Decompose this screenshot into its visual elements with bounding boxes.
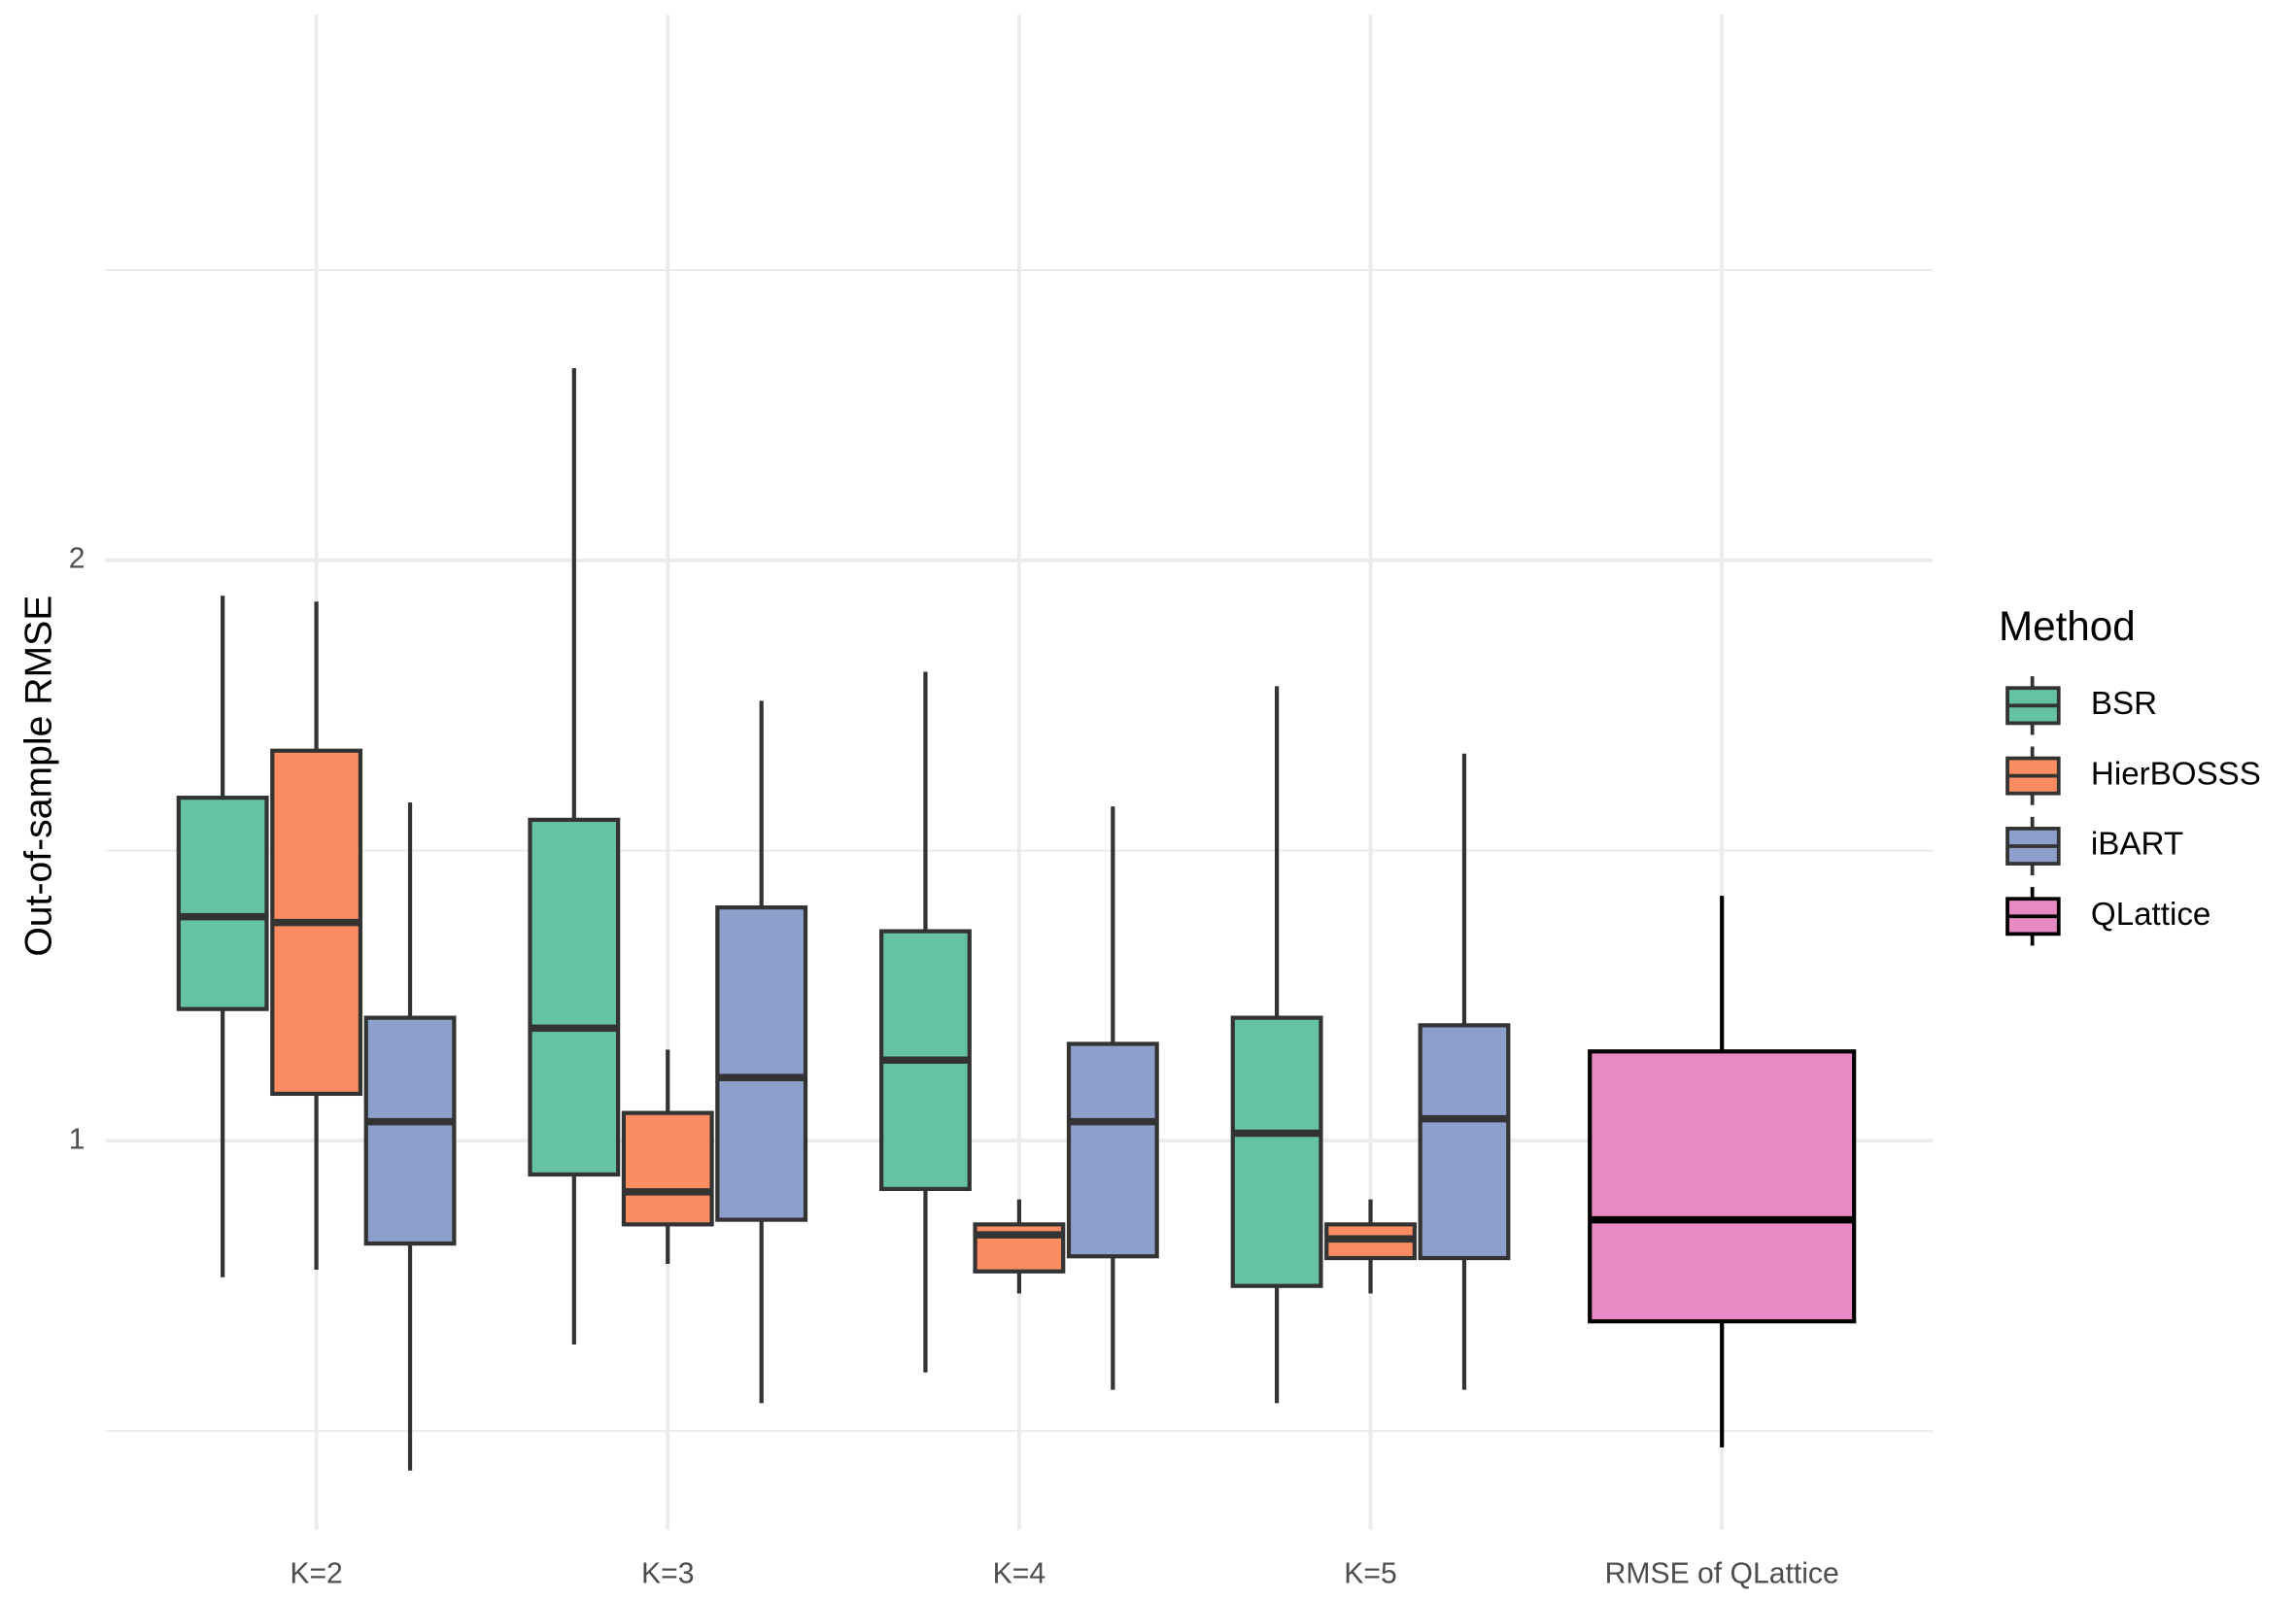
x-tick-label: K=3 <box>641 1557 694 1589</box>
legend-label: iBART <box>2091 827 2183 863</box>
y-axis-label: Out-of-sample RMSE <box>18 596 60 957</box>
legend-label: BSR <box>2091 686 2157 722</box>
box <box>1588 1049 1857 1324</box>
box <box>176 796 269 1011</box>
box <box>528 817 621 1177</box>
y-tick-label: 1 <box>69 1123 86 1155</box>
legend-label: HierBOSSS <box>2091 756 2261 792</box>
box <box>1418 1023 1511 1261</box>
box <box>715 904 808 1222</box>
x-tick-label: K=4 <box>993 1557 1045 1589</box>
x-tick-label: K=2 <box>290 1557 342 1589</box>
y-tick-label: 2 <box>69 543 86 575</box>
legend-label: QLattice <box>2091 897 2210 933</box>
box <box>1066 1041 1159 1259</box>
box <box>621 1110 714 1227</box>
box <box>1230 1015 1323 1288</box>
x-tick-label: K=5 <box>1344 1557 1396 1589</box>
legend-title: Method <box>1999 603 2136 649</box>
box <box>363 1015 457 1246</box>
x-tick-label: RMSE of QLattice <box>1605 1557 1839 1589</box>
